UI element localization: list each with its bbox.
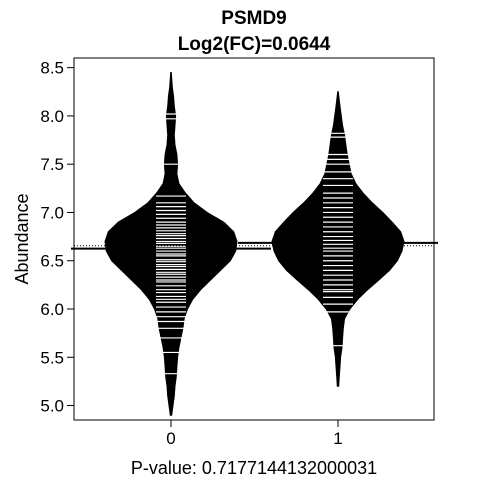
chart-title-line1: PSMD9 <box>221 8 286 29</box>
x-tick-label: 1 <box>333 429 342 448</box>
y-tick-label: 6.5 <box>40 252 64 271</box>
y-tick-label: 5.5 <box>40 348 64 367</box>
y-tick-label: 8.5 <box>40 59 64 78</box>
bean-group-0 <box>71 72 271 416</box>
y-tick-label: 6.0 <box>40 300 64 319</box>
y-axis: 5.0 5.5 6.0 6.5 7.0 7.5 8.0 8.5 <box>40 59 75 416</box>
beans-layer <box>71 72 438 416</box>
chart-title-line2: Log2(FC)=0.0644 <box>178 34 331 55</box>
plot-frame <box>73 57 435 421</box>
x-tick-label: 0 <box>166 429 175 448</box>
y-tick-label: 7.5 <box>40 155 64 174</box>
y-tick-label: 7.0 <box>40 203 64 222</box>
x-axis-title: P-value: 0.7177144132000031 <box>131 458 377 478</box>
bean-group-1 <box>238 91 438 387</box>
y-axis-title: Abundance <box>12 193 32 284</box>
y-tick-label: 5.0 <box>40 397 64 416</box>
bean-shape <box>271 91 405 387</box>
y-tick-label: 8.0 <box>40 107 64 126</box>
